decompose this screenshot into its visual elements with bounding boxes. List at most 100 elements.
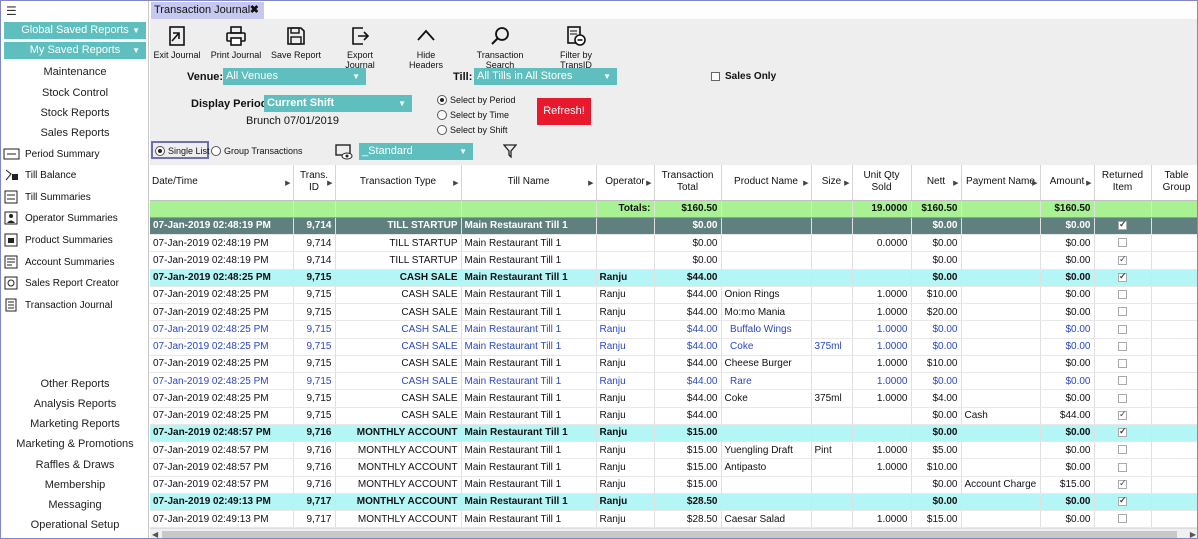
group-transactions-radio[interactable]: Group Transactions [211,146,303,156]
sidebar-link-stock-reports[interactable]: Stock Reports [40,107,110,119]
table-row[interactable]: 07-Jan-2019 02:48:25 PM 9,715 CASH SALE Mai… [150,320,1197,339]
returned-item-checkbox[interactable] [1118,462,1127,472]
display-period-select[interactable]: Current Shift ▼ [264,95,412,112]
table-row[interactable]: 07-Jan-2019 02:48:25 PM 9,715 CASH SALE Mai… [150,407,1197,425]
refresh-button[interactable]: Refresh! [537,98,591,125]
pin-icon[interactable]: ▶ [803,180,809,187]
sidebar-link-marketing-promotions[interactable]: Marketing & Promotions [16,438,134,450]
sidebar-item-till-balance[interactable]: Till Balance [3,166,147,184]
returned-item-checkbox[interactable] [1118,341,1127,351]
pin-icon[interactable]: ▶ [844,180,850,187]
sidebar-link-sales-reports[interactable]: Sales Reports [40,127,110,139]
sidebar-link-raffles-draws[interactable]: Raffles & Draws [35,459,115,471]
pin-icon[interactable]: ▶ [327,180,333,187]
select-by-period-radio[interactable]: Select by Period [437,95,516,105]
export-journal-button[interactable]: Export Journal [331,25,389,70]
col-header-unit-qty-sold[interactable]: Unit Qty Sold [852,165,912,201]
returned-item-checkbox[interactable] [1118,393,1127,403]
table-row[interactable]: 07-Jan-2019 02:48:19 PM 9,714 TILL STARTUP… [150,234,1197,253]
sidebar-link-other-reports[interactable]: Other Reports [40,378,110,390]
col-header-table-group[interactable]: Table Group [1151,165,1197,201]
sidebar-item-sales-report-creator[interactable]: Sales Report Creator [3,274,147,292]
sidebar-item-account-summaries[interactable]: Account Summaries [3,253,147,271]
table-row[interactable]: 07-Jan-2019 02:49:13 PM 9,717 MONTHLY ACCO… [150,510,1197,528]
pin-icon[interactable]: ▶ [1032,180,1038,187]
returned-item-checkbox[interactable] [1118,445,1127,455]
returned-item-checkbox[interactable] [1118,238,1127,248]
horizontal-scrollbar[interactable]: ◀ ▶ [150,528,1197,539]
col-header-till-name[interactable]: Till Name ▶ [461,165,597,201]
sidebar-item-product-summaries[interactable]: Product Summaries [3,231,147,249]
pin-icon[interactable]: ▶ [285,180,291,187]
venue-select[interactable]: All Venues ▼ [223,68,366,85]
filter-by-transid-button[interactable]: Filter by TransID [544,25,608,70]
col-header-product-name[interactable]: Product Name ▶ [721,165,812,201]
sales-only-checkbox[interactable]: Sales Only [711,71,776,82]
col-header-payment-name[interactable]: Payment Name ▶ [961,165,1041,201]
pin-icon[interactable]: ▶ [953,180,959,187]
returned-item-checkbox[interactable] [1118,514,1127,524]
scroll-left-icon[interactable]: ◀ [152,530,159,539]
sidebar-link-membership[interactable]: Membership [44,479,106,491]
table-row[interactable]: 07-Jan-2019 02:48:25 PM 9,715 CASH SALE Mai… [150,355,1197,374]
pin-icon[interactable]: ▶ [453,180,459,187]
pin-icon[interactable]: ▶ [1086,180,1092,187]
col-header-nett[interactable]: Nett ▶ [911,165,962,201]
hamburger-menu-icon[interactable]: ☰ [6,4,17,18]
returned-item-checkbox[interactable] [1118,376,1127,386]
col-header-returned-item[interactable]: Returned Item [1094,165,1152,201]
till-select[interactable]: All Tills in All Stores ▼ [474,68,617,85]
global-saved-reports-dropdown[interactable]: Global Saved Reports ▼ [4,22,146,39]
returned-item-checkbox[interactable] [1118,324,1127,334]
table-row[interactable]: 07-Jan-2019 02:48:57 PM 9,716 MONTHLY ACCO… [150,441,1197,460]
returned-item-checkbox[interactable] [1118,290,1127,300]
table-row[interactable]: 07-Jan-2019 02:49:13 PM 9,717 MONTHLY ACCO… [150,493,1197,512]
table-row[interactable]: 07-Jan-2019 02:48:57 PM 9,716 MONTHLY ACCO… [150,476,1197,494]
table-row[interactable]: 07-Jan-2019 02:48:25 PM 9,715 CASH SALE Mai… [150,338,1197,356]
returned-item-checkbox[interactable] [1118,478,1127,489]
hide-headers-button[interactable]: Hide Headers [399,25,453,70]
returned-item-checkbox[interactable] [1118,495,1127,507]
col-header-datetime[interactable]: Date/Time ▶ [150,165,294,201]
returned-item-checkbox[interactable] [1118,271,1127,282]
sidebar-link-messaging[interactable]: Messaging [48,499,102,511]
sidebar-link-operational-setup[interactable]: Operational Setup [30,519,120,531]
returned-item-checkbox[interactable] [1118,359,1127,369]
close-icon[interactable]: ✖ [249,4,259,16]
returned-item-checkbox[interactable] [1118,219,1127,231]
returned-item-checkbox[interactable] [1118,254,1127,265]
pin-icon[interactable]: ▶ [588,180,594,187]
save-report-button[interactable]: Save Report [270,25,322,60]
col-header-operator[interactable]: Operator ▶ [596,165,655,201]
table-row[interactable]: 07-Jan-2019 02:48:25 PM 9,715 CASH SALE Mai… [150,269,1197,287]
layout-view-icon[interactable] [335,144,353,160]
exit-journal-button[interactable]: Exit Journal [153,25,201,60]
select-by-shift-radio[interactable]: Select by Shift [437,125,508,135]
sidebar-item-till-summaries[interactable]: Till Summaries [3,188,147,206]
layout-select[interactable]: _Standard ▼ [359,143,473,160]
tab-transaction-journal[interactable]: Transaction Journal ✖ [151,2,264,19]
sidebar-item-period-summary[interactable]: Period Summary [3,145,147,163]
col-header-trans-id[interactable]: Trans. ID ▶ [293,165,336,201]
table-row[interactable]: 07-Jan-2019 02:48:25 PM 9,715 CASH SALE Mai… [150,286,1197,305]
col-header-transaction-type[interactable]: Transaction Type ▶ [335,165,462,201]
transaction-search-button[interactable]: Transaction Search [463,25,537,70]
sidebar-item-transaction-journal[interactable]: Transaction Journal [3,296,147,314]
returned-item-checkbox[interactable] [1118,426,1127,438]
sidebar-link-maintenance[interactable]: Maintenance [43,66,107,78]
scrollbar-thumb[interactable] [162,531,1177,538]
col-header-size[interactable]: Size ▶ [811,165,853,201]
sidebar-link-marketing-reports[interactable]: Marketing Reports [30,418,120,430]
table-row[interactable]: 07-Jan-2019 02:48:19 PM 9,714 TILL STARTUP… [150,217,1197,236]
sidebar-item-operator-summaries[interactable]: Operator Summaries [3,209,147,227]
table-row[interactable]: 07-Jan-2019 02:48:57 PM 9,716 MONTHLY ACCO… [150,424,1197,443]
table-row[interactable]: 07-Jan-2019 02:48:25 PM 9,715 CASH SALE Mai… [150,303,1197,322]
pin-icon[interactable]: ▶ [646,180,652,187]
print-journal-button[interactable]: Print Journal [209,25,263,60]
table-row[interactable]: 07-Jan-2019 02:48:25 PM 9,715 CASH SALE Mai… [150,389,1197,408]
returned-item-checkbox[interactable] [1118,409,1127,420]
col-header-amount[interactable]: Amount ▶ [1040,165,1095,201]
sidebar-link-analysis-reports[interactable]: Analysis Reports [33,398,117,410]
my-saved-reports-dropdown[interactable]: My Saved Reports ▼ [4,42,146,59]
table-row[interactable]: 07-Jan-2019 02:48:19 PM 9,714 TILL STARTUP… [150,251,1197,270]
